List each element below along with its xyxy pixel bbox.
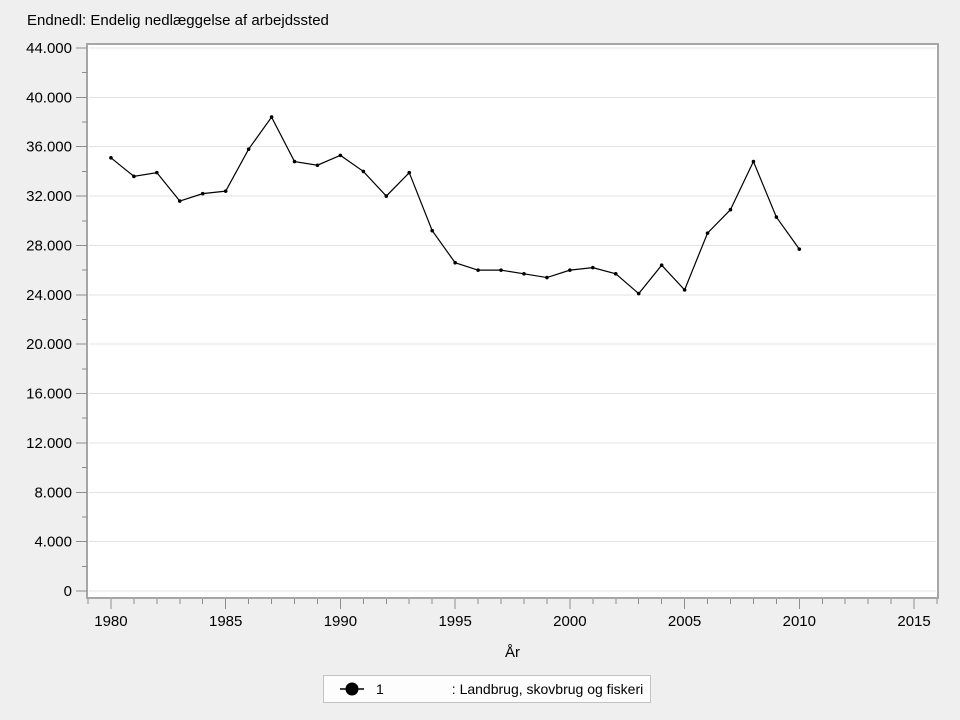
- x-tick-label: 2005: [668, 613, 701, 630]
- legend-dot: [345, 682, 359, 696]
- data-point: [797, 247, 802, 251]
- y-tick-label: 0: [64, 583, 72, 600]
- data-point: [200, 191, 205, 196]
- y-tick-label: 32.000: [26, 188, 72, 205]
- data-point: [659, 263, 664, 268]
- legend-series-number: 1: [376, 681, 384, 697]
- x-axis: 1980 1985 1990 1995 2000 2005 2010 2015: [87, 599, 938, 630]
- data-point: [568, 268, 572, 272]
- data-point: [292, 159, 297, 164]
- data-point: [155, 170, 159, 175]
- y-axis: 0 4.000 8.000 12.000 16.000 20.000 24.000 28.00…: [26, 40, 87, 600]
- x-tick-label: 1980: [94, 613, 127, 630]
- y-tick-label: 44.000: [26, 40, 72, 57]
- data-point: [132, 174, 136, 179]
- legend: 1 : Landbrug, skovbrug og fiskeri: [323, 675, 651, 703]
- plot-area: [86, 43, 939, 599]
- chart-title: Endnedl: Endelig nedlæggelse af arbejdss…: [27, 12, 329, 29]
- data-point: [476, 268, 480, 272]
- data-point: [361, 169, 366, 174]
- legend-marker-icon: [340, 681, 364, 697]
- data-point: [246, 147, 251, 151]
- x-tick-label: 2000: [553, 613, 586, 630]
- series-markers: [109, 115, 802, 296]
- x-tick-label: 2010: [783, 613, 816, 630]
- y-tick-label: 24.000: [26, 287, 72, 304]
- data-point: [591, 265, 595, 270]
- data-point: [315, 163, 320, 168]
- data-point: [705, 231, 710, 235]
- x-axis-title: År: [505, 644, 520, 660]
- data-point: [223, 189, 228, 193]
- gridlines: [89, 47, 936, 592]
- data-point: [751, 159, 756, 164]
- line-chart: 0 4.000 8.000 12.000 16.000 20.000 24.000 28.00…: [26, 40, 939, 660]
- y-tick-label: 40.000: [26, 89, 72, 106]
- data-point: [545, 275, 549, 280]
- y-tick-label: 4.000: [34, 534, 72, 551]
- data-point: [430, 228, 434, 233]
- data-point: [269, 115, 274, 119]
- y-tick-label: 8.000: [34, 484, 72, 501]
- data-point: [613, 272, 618, 276]
- data-point: [728, 207, 733, 212]
- x-tick-label: 1990: [324, 613, 357, 630]
- data-point: [109, 156, 113, 160]
- y-tick-label: 16.000: [26, 386, 72, 403]
- data-point: [774, 215, 779, 219]
- data-point: [682, 288, 687, 292]
- legend-series-label: : Landbrug, skovbrug og fiskeri: [451, 681, 644, 697]
- data-point: [499, 268, 503, 272]
- y-tick-label: 36.000: [26, 139, 72, 156]
- y-tick-label: 20.000: [26, 336, 72, 353]
- y-tick-label: 12.000: [26, 435, 72, 452]
- data-point: [453, 260, 457, 265]
- y-tick-label: 28.000: [26, 237, 72, 254]
- x-tick-label: 1995: [438, 613, 471, 630]
- data-point: [407, 170, 412, 175]
- data-point: [177, 199, 182, 203]
- data-point: [338, 153, 343, 158]
- data-point: [636, 291, 641, 296]
- x-tick-label: 1985: [209, 613, 242, 630]
- x-tick-label: 2015: [897, 613, 930, 630]
- data-point: [522, 272, 526, 276]
- data-point: [384, 194, 389, 198]
